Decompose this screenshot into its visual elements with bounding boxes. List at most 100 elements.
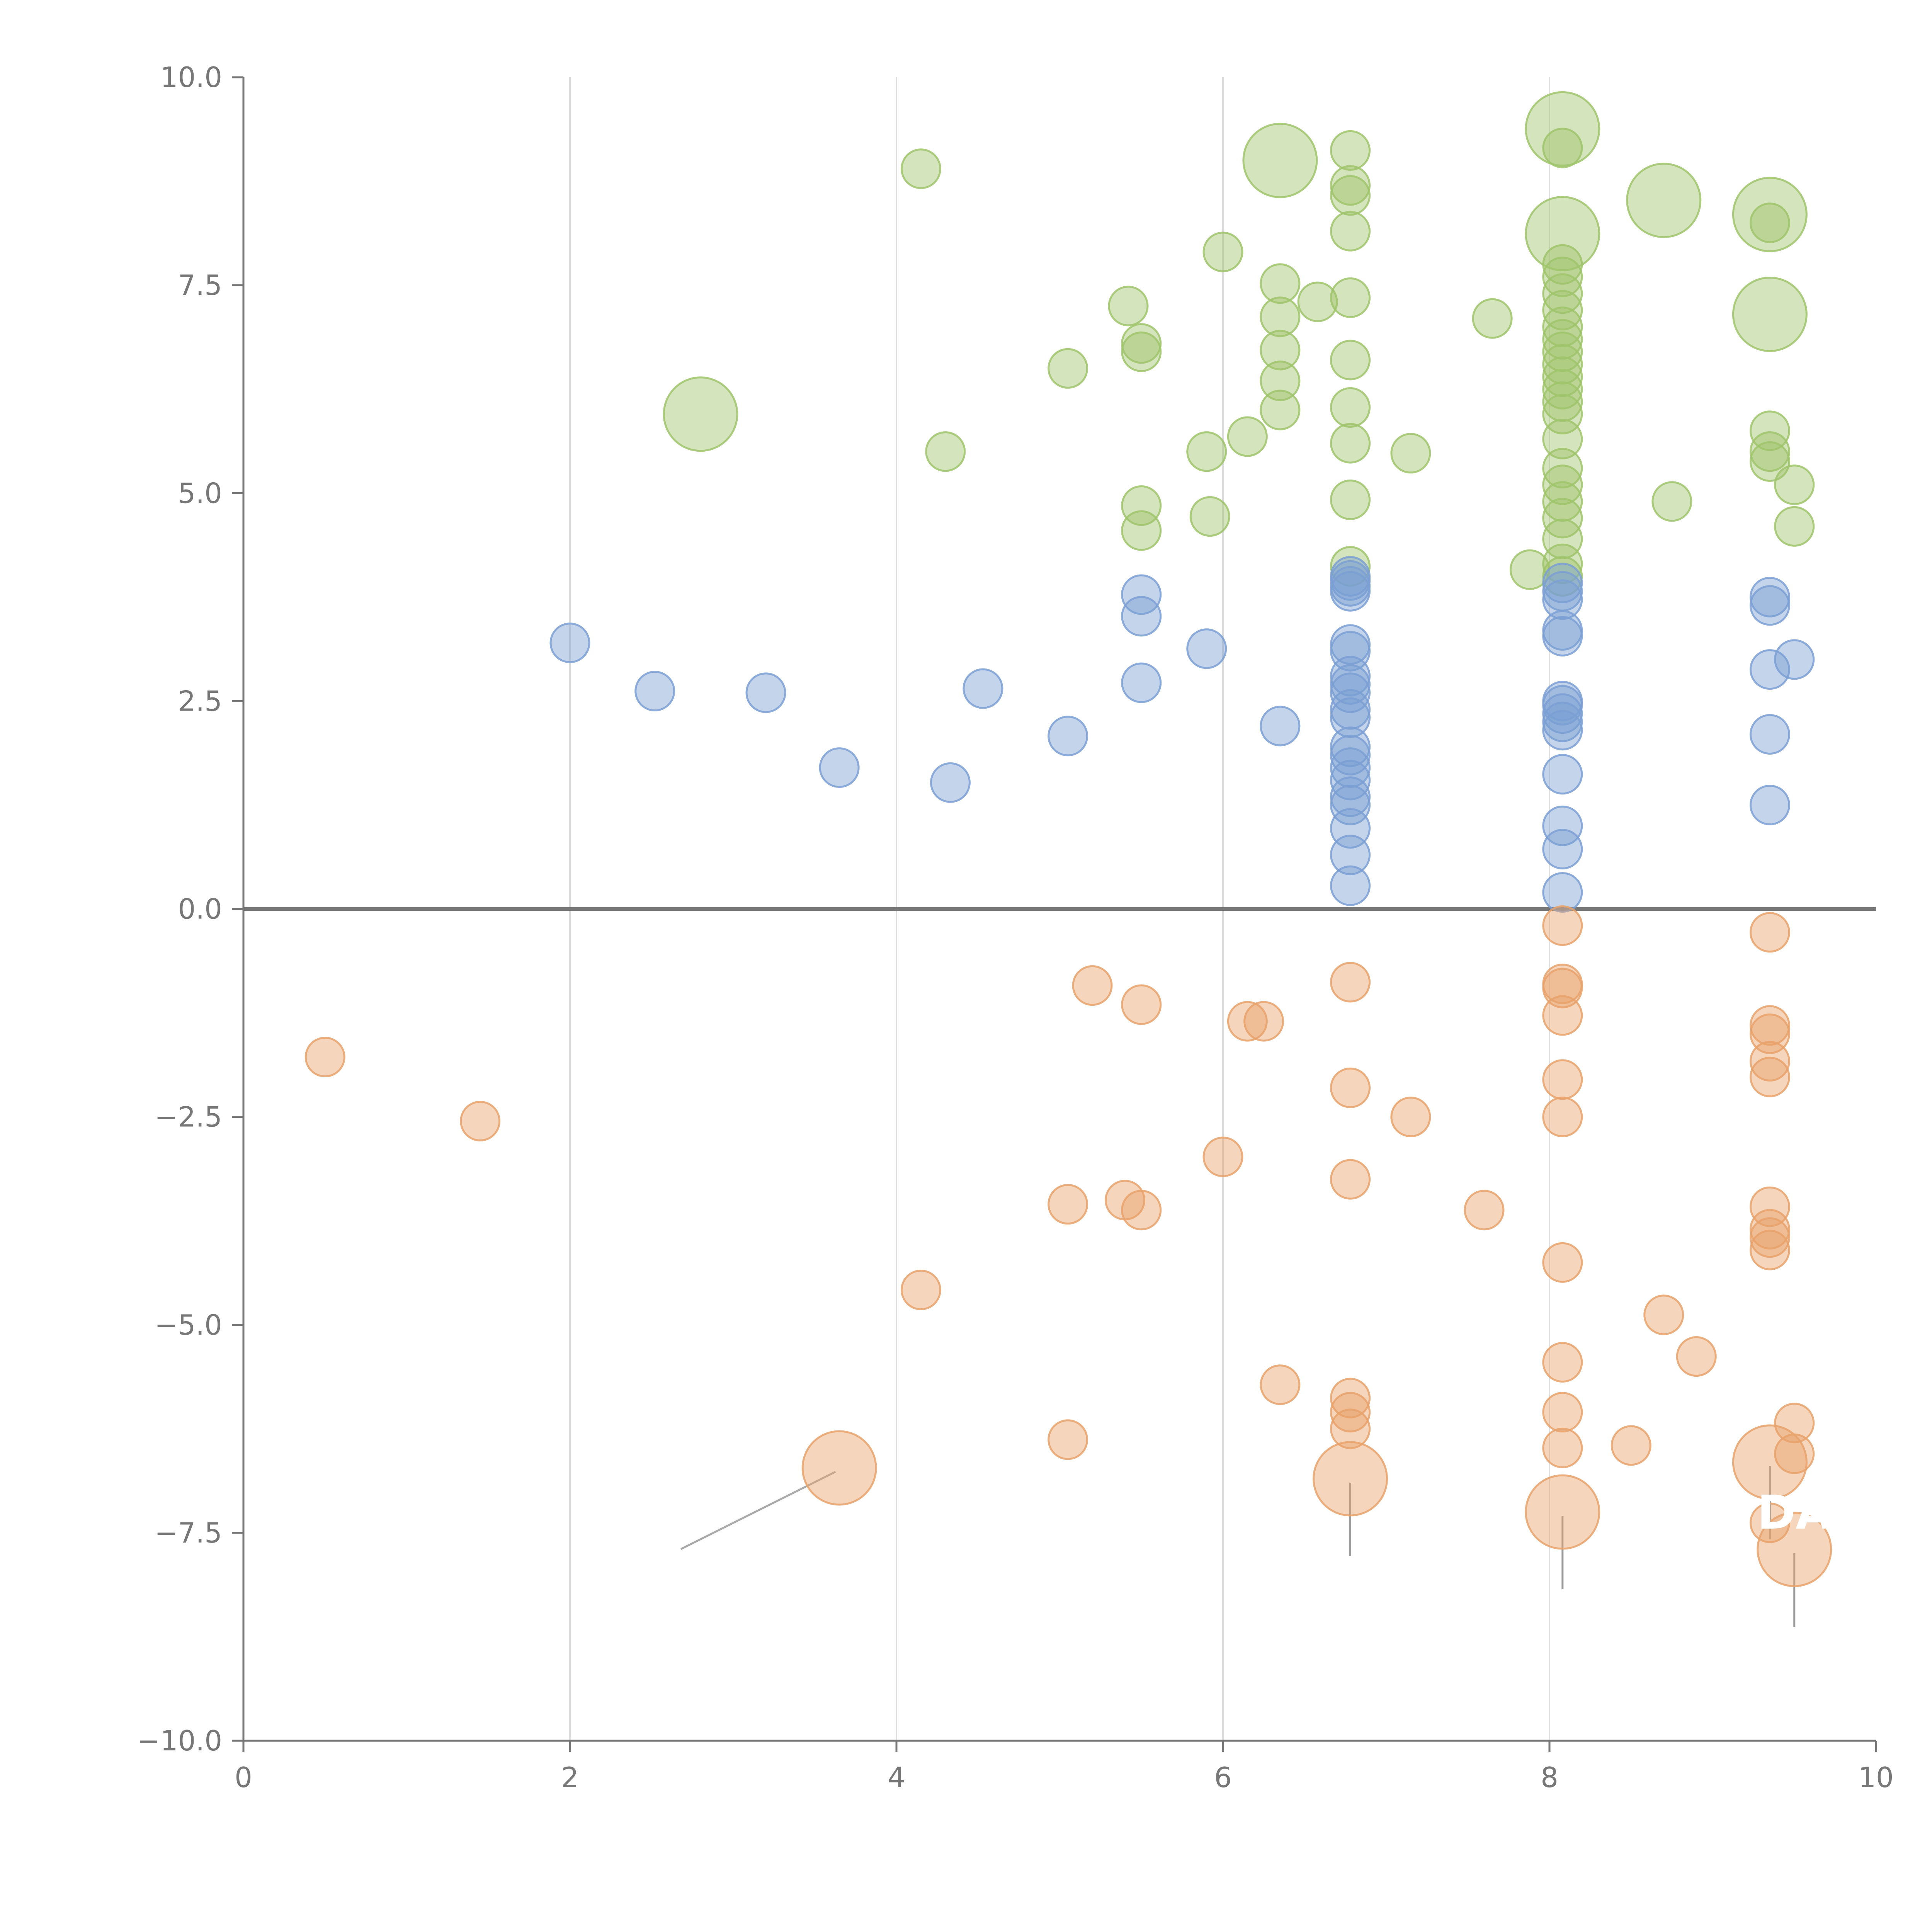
data-point xyxy=(1542,273,1583,314)
highlight-point xyxy=(1525,91,1600,167)
leader-line xyxy=(1667,176,1688,197)
x-tick-label: 8 xyxy=(1541,1761,1558,1794)
data-point xyxy=(963,668,1003,709)
data-point xyxy=(745,672,786,713)
data-point xyxy=(1542,563,1583,604)
data-point xyxy=(1542,344,1583,385)
data-point xyxy=(900,1269,941,1310)
data-point xyxy=(1542,369,1583,410)
data-point xyxy=(1749,1056,1790,1097)
data-point xyxy=(1202,231,1243,272)
data-point xyxy=(1542,519,1583,560)
data-point xyxy=(1542,498,1583,539)
data-point xyxy=(1297,281,1338,322)
data-point xyxy=(1542,1059,1583,1100)
data-point xyxy=(1330,656,1371,697)
data-point xyxy=(1749,1005,1790,1046)
data-point xyxy=(1108,286,1149,327)
leader-line xyxy=(1566,209,1587,231)
y-tick-label: 0.0 xyxy=(178,893,222,925)
data-point xyxy=(1542,905,1583,946)
data-point xyxy=(1260,706,1301,747)
leader-line xyxy=(704,390,724,411)
annotation-layer: DA xyxy=(1757,1486,1832,1540)
data-point xyxy=(1330,760,1371,801)
data-point xyxy=(1542,685,1583,726)
data-point xyxy=(1121,323,1162,364)
data-point xyxy=(1330,175,1371,216)
data-point xyxy=(1542,829,1583,870)
data-point xyxy=(1676,1336,1717,1377)
data-point xyxy=(1542,418,1583,459)
data-point xyxy=(819,747,860,788)
data-point xyxy=(1749,577,1790,617)
data-point xyxy=(1611,1425,1651,1466)
leader-line xyxy=(1773,190,1794,211)
highlight-point xyxy=(801,1430,877,1506)
data-point xyxy=(1542,356,1583,397)
data-point xyxy=(1542,754,1583,795)
data-point xyxy=(1330,387,1371,428)
highlight-point xyxy=(1626,163,1702,238)
data-point xyxy=(1330,1392,1371,1433)
leader-lines xyxy=(680,105,1796,1627)
data-point xyxy=(1390,1097,1431,1138)
data-point xyxy=(1749,202,1790,243)
data-point xyxy=(1643,1294,1684,1335)
data-point xyxy=(1330,1408,1371,1449)
data-point xyxy=(1542,710,1583,751)
data-point xyxy=(460,1100,501,1141)
data-point xyxy=(1330,672,1371,713)
data-point xyxy=(1330,726,1371,767)
y-tick-label: −2.5 xyxy=(155,1101,222,1133)
data-point xyxy=(1260,330,1301,371)
data-point xyxy=(925,431,966,472)
highlight-point xyxy=(1525,1474,1600,1550)
data-point xyxy=(1260,1364,1301,1405)
data-point xyxy=(1542,701,1583,742)
data-point xyxy=(1542,381,1583,422)
leader-line xyxy=(1566,105,1587,126)
data-point xyxy=(1472,298,1513,339)
data-point xyxy=(1330,165,1371,206)
x-tick-label: 10 xyxy=(1858,1761,1894,1794)
data-point xyxy=(1121,662,1162,703)
data-point xyxy=(1330,479,1371,520)
data-point xyxy=(1774,1403,1815,1444)
data-point xyxy=(1330,689,1371,730)
data-point xyxy=(1330,747,1371,788)
data-point xyxy=(1121,574,1162,615)
data-point xyxy=(1651,481,1692,522)
x-tick-label: 4 xyxy=(888,1761,905,1794)
data-point xyxy=(1121,596,1162,637)
data-point xyxy=(1749,784,1790,825)
y-tick-label: 2.5 xyxy=(178,685,222,717)
y-tick-label: 5.0 xyxy=(178,477,222,509)
data-point xyxy=(1542,257,1583,298)
data-point xyxy=(1330,277,1371,318)
data-point xyxy=(1542,995,1583,1036)
data-point xyxy=(1749,1041,1790,1082)
data-point xyxy=(1542,579,1583,620)
highlight-point xyxy=(1732,1424,1808,1500)
data-point xyxy=(1542,1392,1583,1433)
data-point xyxy=(1330,735,1371,776)
data-point xyxy=(1330,423,1371,464)
data-point xyxy=(1330,1159,1371,1200)
data-point xyxy=(1542,481,1583,522)
data-point xyxy=(1774,639,1815,680)
data-point xyxy=(549,622,590,663)
data-point xyxy=(1243,1001,1284,1042)
data-point xyxy=(1542,872,1583,913)
data-point xyxy=(1121,510,1162,551)
data-point xyxy=(930,762,971,803)
data-point xyxy=(1330,835,1371,876)
data-point xyxy=(1542,464,1583,505)
data-point xyxy=(1749,714,1790,755)
data-point xyxy=(1330,865,1371,906)
data-point xyxy=(1774,506,1815,547)
data-point xyxy=(1542,1342,1583,1383)
grid-layer xyxy=(243,77,1876,1741)
data-point xyxy=(1330,962,1371,1003)
